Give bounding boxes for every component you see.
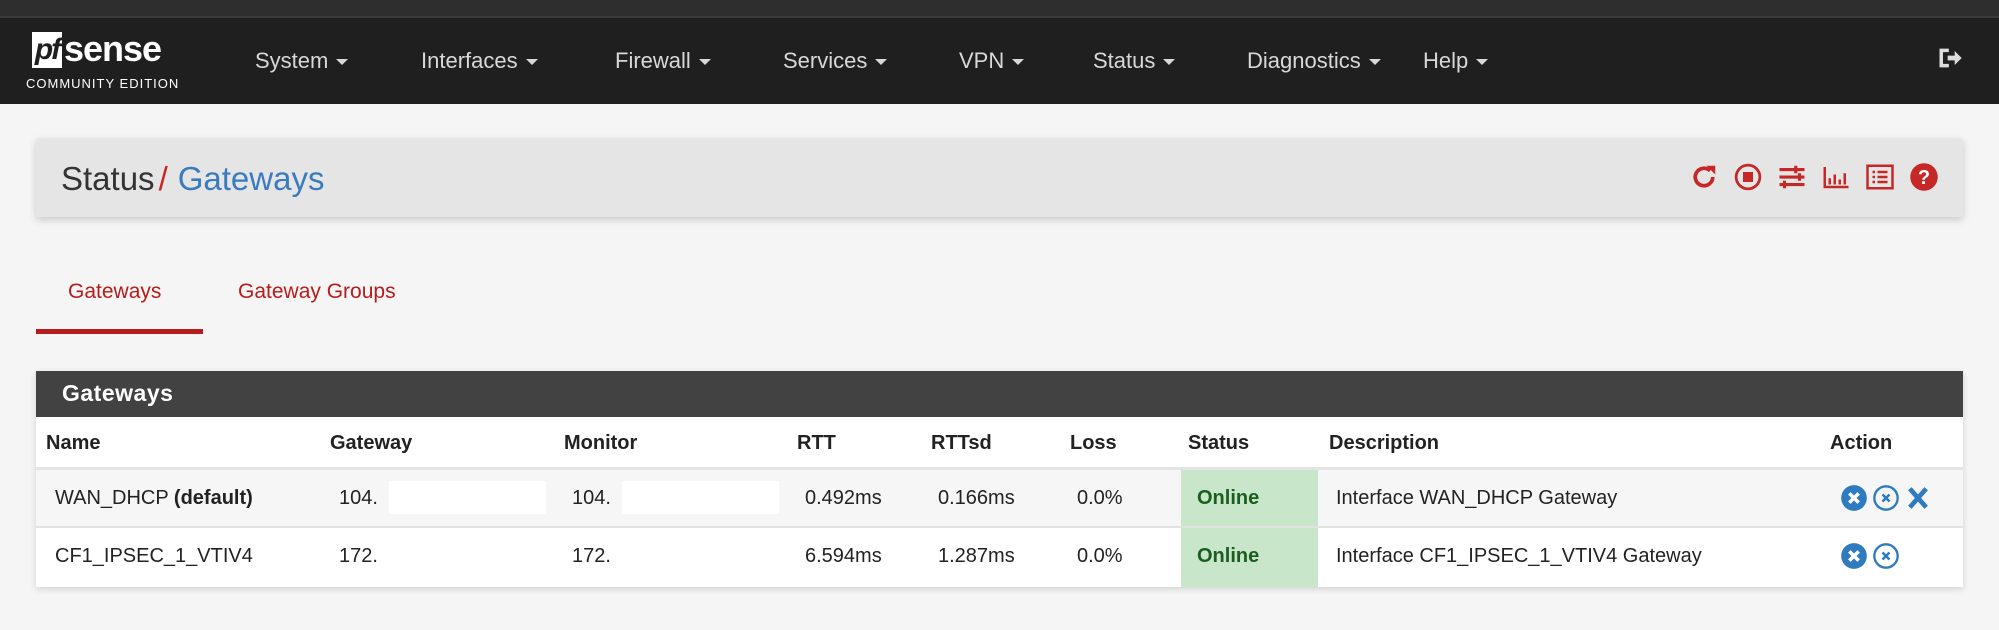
gateway-address: 104. xyxy=(339,487,378,509)
list-alt-icon[interactable] xyxy=(1865,162,1895,192)
status-badge: Online xyxy=(1181,470,1318,526)
table-row: WAN_DHCP (default) 104. 104. 0.492ms 0.1… xyxy=(36,470,1963,528)
times-icon[interactable] xyxy=(1904,484,1932,512)
refresh-icon[interactable] xyxy=(1689,162,1719,192)
tab-gateways[interactable]: Gateways xyxy=(68,280,162,303)
browser-chrome xyxy=(0,0,1999,18)
column-header[interactable]: Description xyxy=(1329,432,1440,454)
table-header: Name Gateway Monitor RTT RTTsd Loss Stat… xyxy=(36,417,1963,470)
redacted-block xyxy=(389,481,546,514)
description: Interface CF1_IPSEC_1_VTIV4 Gateway xyxy=(1336,545,1702,567)
nav-help[interactable]: Help xyxy=(1423,48,1489,74)
nav-services[interactable]: Services xyxy=(783,48,888,74)
column-header[interactable]: Name xyxy=(46,432,101,454)
sign-out-icon[interactable] xyxy=(1936,44,1964,72)
breadcrumb-parent[interactable]: Status xyxy=(61,160,155,197)
caret-down-icon xyxy=(1368,59,1381,66)
loss: 0.0% xyxy=(1077,487,1123,509)
caret-down-icon xyxy=(1476,59,1489,66)
rtt: 0.492ms xyxy=(805,487,882,509)
column-header[interactable]: Gateway xyxy=(330,432,413,454)
times-circle-outline-icon[interactable] xyxy=(1872,484,1900,512)
caret-down-icon xyxy=(525,59,538,66)
nav-diagnostics[interactable]: Diagnostics xyxy=(1247,48,1381,74)
page-header: Status / Gateways ? xyxy=(36,138,1963,217)
edition-label: COMMUNITY EDITION xyxy=(26,76,180,91)
table-row: CF1_IPSEC_1_VTIV4 172. 172. 6.594ms 1.28… xyxy=(36,528,1963,587)
status-badge: Online xyxy=(1181,528,1318,587)
bar-chart-icon[interactable] xyxy=(1821,162,1851,192)
monitor-address: 172. xyxy=(572,545,611,567)
nav-firewall[interactable]: Firewall xyxy=(615,48,711,74)
description: Interface WAN_DHCP Gateway xyxy=(1336,487,1618,509)
gateway-name: WAN_DHCP (default) xyxy=(55,487,253,509)
column-header[interactable]: Status xyxy=(1188,432,1250,454)
caret-down-icon xyxy=(875,59,888,66)
nav-vpn[interactable]: VPN xyxy=(959,48,1025,74)
monitor-address: 104. xyxy=(572,487,611,509)
times-circle-icon[interactable] xyxy=(1840,484,1868,512)
times-circle-outline-icon[interactable] xyxy=(1872,542,1900,570)
column-header[interactable]: RTT xyxy=(797,432,836,454)
column-header[interactable]: Loss xyxy=(1070,432,1117,454)
gateway-address: 172. xyxy=(339,545,378,567)
gateways-panel: Gateways Name Gateway Monitor RTT RTTsd … xyxy=(36,371,1963,587)
times-circle-icon[interactable] xyxy=(1840,542,1868,570)
loss: 0.0% xyxy=(1077,545,1123,567)
breadcrumb-current[interactable]: Gateways xyxy=(177,160,325,197)
caret-down-icon xyxy=(1163,59,1176,66)
tab-gateway-groups[interactable]: Gateway Groups xyxy=(238,280,396,303)
nav-interfaces[interactable]: Interfaces xyxy=(421,48,538,74)
column-header: Action xyxy=(1830,432,1893,454)
pfsense-logo[interactable]: pf sense COMMUNITY EDITION xyxy=(26,28,180,91)
nav-system[interactable]: System xyxy=(255,48,349,74)
svg-text:?: ? xyxy=(1918,167,1930,189)
caret-down-icon xyxy=(1012,59,1025,66)
panel-title: Gateways xyxy=(36,371,1963,417)
sliders-icon[interactable] xyxy=(1777,162,1807,192)
top-navbar: pf sense COMMUNITY EDITION System Interfa… xyxy=(0,18,1999,104)
gateway-name: CF1_IPSEC_1_VTIV4 xyxy=(55,545,253,567)
breadcrumb: Status / Gateways xyxy=(61,160,325,197)
redacted-block xyxy=(622,481,779,514)
rttsd: 1.287ms xyxy=(938,545,1015,567)
caret-down-icon xyxy=(698,59,711,66)
column-header[interactable]: RTTsd xyxy=(931,432,992,454)
rtt: 6.594ms xyxy=(805,545,882,567)
stop-circle-icon[interactable] xyxy=(1733,162,1763,192)
column-header[interactable]: Monitor xyxy=(564,432,638,454)
question-circle-icon[interactable]: ? xyxy=(1909,162,1939,192)
rttsd: 0.166ms xyxy=(938,487,1015,509)
nav-status[interactable]: Status xyxy=(1093,48,1176,74)
active-tab-indicator xyxy=(36,329,203,334)
caret-down-icon xyxy=(336,59,349,66)
